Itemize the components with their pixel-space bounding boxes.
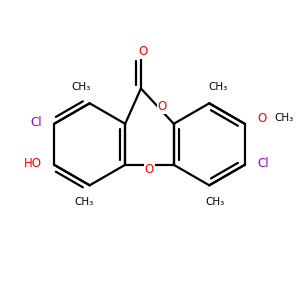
- Text: O: O: [145, 163, 154, 176]
- Text: HO: HO: [23, 157, 41, 170]
- Text: CH₃: CH₃: [205, 197, 225, 207]
- Text: O: O: [158, 100, 167, 113]
- Text: CH₃: CH₃: [74, 197, 94, 207]
- Text: O: O: [257, 112, 267, 124]
- Text: CH₃: CH₃: [208, 82, 227, 92]
- Text: Cl: Cl: [30, 116, 42, 129]
- Text: CH₃: CH₃: [274, 113, 294, 123]
- Text: CH₃: CH₃: [71, 82, 91, 92]
- Text: O: O: [139, 45, 148, 58]
- Text: Cl: Cl: [257, 157, 269, 170]
